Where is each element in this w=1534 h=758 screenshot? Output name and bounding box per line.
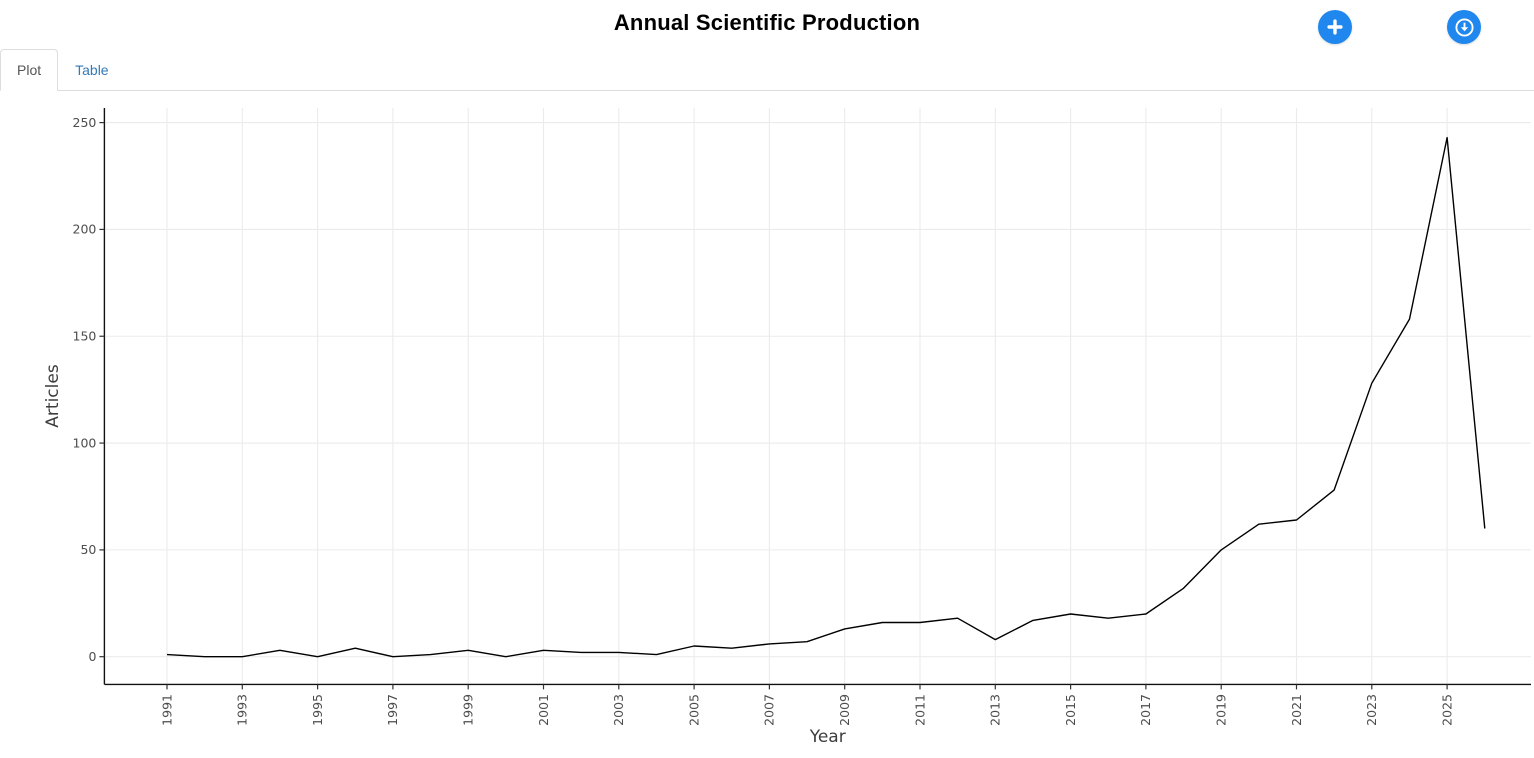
tab-table[interactable]: Table <box>58 49 125 91</box>
svg-text:2017: 2017 <box>1138 694 1153 726</box>
tab-plot-label[interactable]: Plot <box>0 49 59 91</box>
download-circle-icon <box>1453 16 1476 39</box>
svg-text:2001: 2001 <box>536 694 551 726</box>
page-title: Annual Scientific Production <box>613 10 921 35</box>
chart-area: 0 50 100 150 200 250 1991 1993 1995 1997 1999 2001 2… <box>0 91 1534 753</box>
svg-text:2009: 2009 <box>837 694 852 726</box>
svg-text:2007: 2007 <box>762 694 777 726</box>
tab-table-label[interactable]: Table <box>75 62 109 78</box>
svg-text:1993: 1993 <box>235 694 250 726</box>
tab-bar: Plot Table <box>0 49 1534 91</box>
tab-plot[interactable]: Plot <box>0 49 59 91</box>
svg-text:1999: 1999 <box>461 694 476 726</box>
svg-text:100: 100 <box>73 435 97 450</box>
svg-text:1995: 1995 <box>310 694 325 726</box>
annual-production-line-chart[interactable]: 0 50 100 150 200 250 1991 1993 1995 1997 1999 2001 2… <box>0 91 1534 753</box>
svg-text:0: 0 <box>88 649 96 664</box>
svg-text:150: 150 <box>73 329 97 344</box>
add-button[interactable] <box>1318 10 1352 44</box>
x-axis-title: Year <box>809 727 846 747</box>
svg-text:1991: 1991 <box>159 694 174 726</box>
articles-series-line <box>166 136 1486 658</box>
svg-text:200: 200 <box>73 222 97 237</box>
svg-text:2019: 2019 <box>1214 694 1229 726</box>
download-button[interactable] <box>1447 10 1481 44</box>
y-axis-title: Articles <box>43 364 63 428</box>
header: Annual Scientific Production <box>0 0 1534 49</box>
svg-text:2013: 2013 <box>988 694 1003 726</box>
svg-text:2021: 2021 <box>1289 694 1304 726</box>
svg-text:50: 50 <box>80 542 96 557</box>
svg-text:2023: 2023 <box>1364 694 1379 726</box>
plus-icon <box>1326 18 1344 36</box>
svg-text:2011: 2011 <box>912 694 927 726</box>
svg-text:250: 250 <box>73 115 97 130</box>
svg-text:1997: 1997 <box>385 694 400 726</box>
svg-text:2015: 2015 <box>1063 694 1078 726</box>
svg-text:2025: 2025 <box>1439 694 1454 726</box>
svg-text:2003: 2003 <box>611 694 626 726</box>
svg-text:2005: 2005 <box>686 694 701 726</box>
